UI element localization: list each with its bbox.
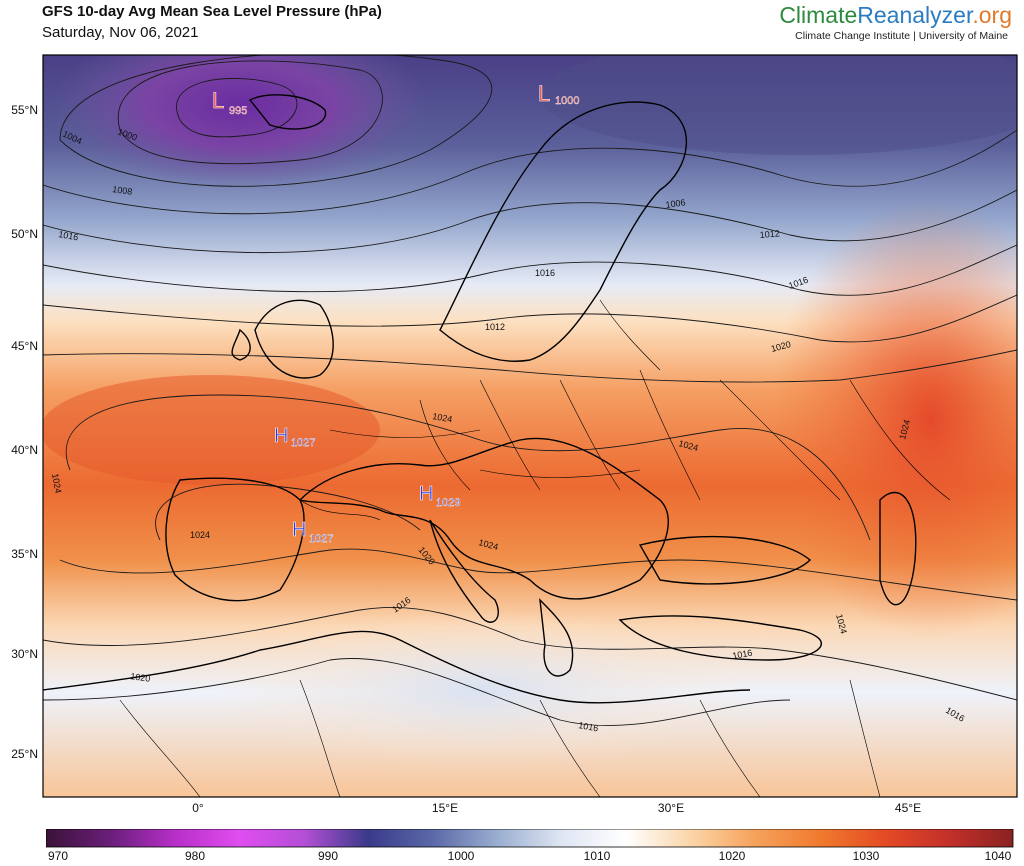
isobar-lines	[43, 55, 1017, 727]
colorbar-tick-1010: 1010	[583, 849, 611, 863]
isobar-label: 1016	[578, 720, 599, 733]
high-marker: H	[292, 519, 306, 541]
colorbar-tick-1020: 1020	[718, 849, 746, 863]
lat-label-45: 45°N	[11, 339, 38, 353]
brand-subtitle: Climate Change Institute | University of…	[795, 30, 1008, 42]
greece-outline	[539, 598, 574, 677]
isobar-label: 1006	[665, 197, 686, 210]
high-value: 1027	[291, 437, 315, 449]
colorbar-tick-970: 970	[47, 849, 69, 863]
lat-label-50: 50°N	[11, 227, 38, 241]
iceland-outline	[248, 94, 327, 130]
colorbar-tick-980: 980	[184, 849, 206, 863]
axis-labels: 55°N 50°N 45°N 40°N 35°N 30°N 25°N 0° 15…	[11, 103, 921, 815]
italy-outline	[429, 519, 499, 623]
colorbar-bar	[46, 829, 1014, 848]
north-africa-coast	[43, 630, 751, 704]
isobar-label: 1024	[190, 530, 210, 540]
brand-part1: Climate	[779, 2, 858, 28]
lon-label-30e: 30°E	[658, 801, 684, 815]
high-center-1027-south: H 1027	[292, 519, 334, 546]
colorbar-tick-1030: 1030	[852, 849, 880, 863]
map-frame	[42, 54, 1018, 798]
high-value: 1027	[309, 533, 333, 545]
isobar-label: 1012	[759, 228, 780, 240]
lat-label-35: 35°N	[11, 547, 38, 561]
high-center-1027-west: H 1027	[274, 425, 316, 450]
high-marker: H	[274, 425, 288, 447]
country-borders	[119, 299, 951, 797]
high-marker: H	[419, 483, 433, 505]
central-europe-coast	[299, 437, 669, 600]
isobar-label: 1012	[485, 322, 505, 332]
colorbar-tick-1000: 1000	[447, 849, 475, 863]
low-center-995: L 995	[212, 88, 248, 118]
colorbar-tick-990: 990	[317, 849, 339, 863]
scandinavia-outline	[439, 101, 687, 362]
isobar-label: 1016	[58, 229, 79, 242]
low-value: 995	[229, 105, 247, 117]
lat-label-55: 55°N	[11, 103, 38, 117]
lat-label-25: 25°N	[11, 747, 38, 761]
colorbar-tick-1040: 1040	[984, 849, 1012, 863]
lat-label-40: 40°N	[11, 443, 38, 457]
map-title: GFS 10-day Avg Mean Sea Level Pressure (…	[42, 3, 382, 20]
pressure-centers: L 995 L 1000 H 1027 H 1029 H 1027	[212, 81, 580, 546]
brand-logo[interactable]: ClimateReanalyzer.org	[779, 2, 1012, 29]
isobar-label: 1024	[50, 473, 63, 494]
low-center-1000: L 1000	[538, 81, 580, 108]
coastlines	[43, 94, 917, 704]
isobar-label: 1008	[112, 184, 133, 197]
iberia-outline	[165, 477, 305, 602]
low-value: 1000	[555, 95, 579, 107]
isobar-label: 1020	[130, 671, 151, 684]
black-sea-outline	[638, 535, 812, 585]
colorbar	[46, 829, 1014, 848]
isobar-label: 1024	[432, 411, 453, 424]
high-center-1029: H 1029	[419, 483, 461, 510]
lon-label-45e: 45°E	[895, 801, 921, 815]
britain-outline	[254, 299, 334, 379]
high-value: 1029	[436, 497, 460, 509]
lat-label-30: 30°N	[11, 647, 38, 661]
isobar-label: 1016	[732, 648, 753, 661]
map-date: Saturday, Nov 06, 2021	[42, 24, 199, 41]
lon-label-0: 0°	[192, 801, 204, 815]
lon-label-15e: 15°E	[432, 801, 458, 815]
ireland-outline	[231, 328, 251, 361]
caspian-sea-outline	[879, 491, 917, 606]
low-pressure-area	[50, 55, 430, 190]
isobar-label: 1016	[535, 268, 555, 278]
low-marker: L	[212, 88, 224, 113]
brand-part3: .org	[972, 2, 1012, 28]
brand-part2: Reanalyzer	[857, 2, 973, 28]
turkey-outline	[618, 615, 822, 661]
low-marker: L	[538, 81, 550, 106]
